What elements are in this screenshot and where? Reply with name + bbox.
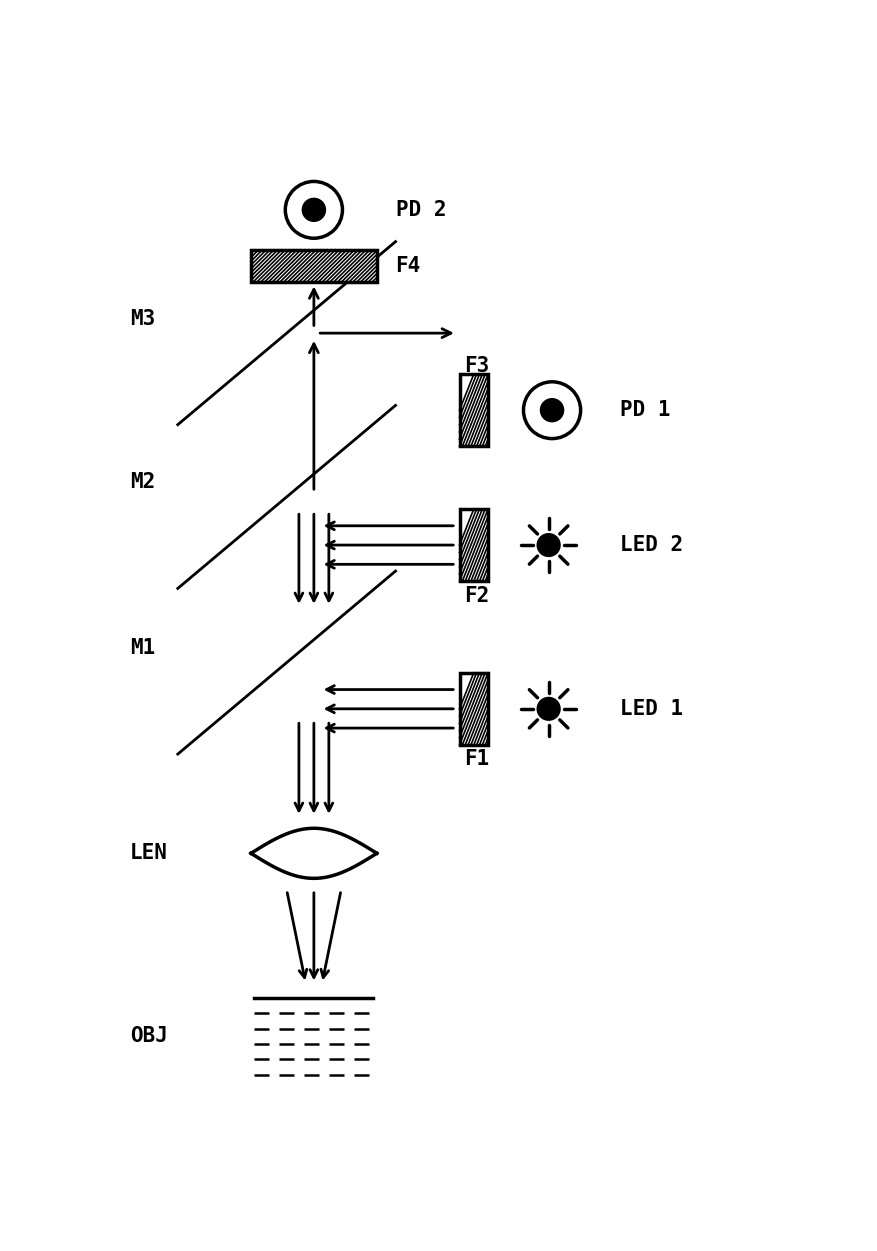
Bar — [459, 673, 488, 744]
Bar — [459, 509, 488, 582]
Text: PD 2: PD 2 — [396, 200, 446, 220]
Text: M1: M1 — [130, 638, 155, 658]
Ellipse shape — [302, 199, 325, 221]
Text: OBJ: OBJ — [130, 1026, 168, 1046]
Text: F4: F4 — [396, 255, 420, 275]
Text: F2: F2 — [464, 585, 489, 605]
Bar — [459, 374, 488, 447]
Text: LED 1: LED 1 — [619, 699, 682, 719]
Text: PD 1: PD 1 — [619, 400, 670, 420]
Text: LED 2: LED 2 — [619, 535, 682, 555]
Text: M3: M3 — [130, 309, 155, 329]
Text: LEN: LEN — [130, 843, 168, 863]
Ellipse shape — [540, 399, 563, 422]
Text: F1: F1 — [464, 749, 489, 769]
Bar — [251, 250, 376, 281]
Text: F3: F3 — [464, 357, 489, 377]
Text: M2: M2 — [130, 473, 155, 493]
Ellipse shape — [537, 698, 560, 721]
Ellipse shape — [537, 534, 560, 557]
